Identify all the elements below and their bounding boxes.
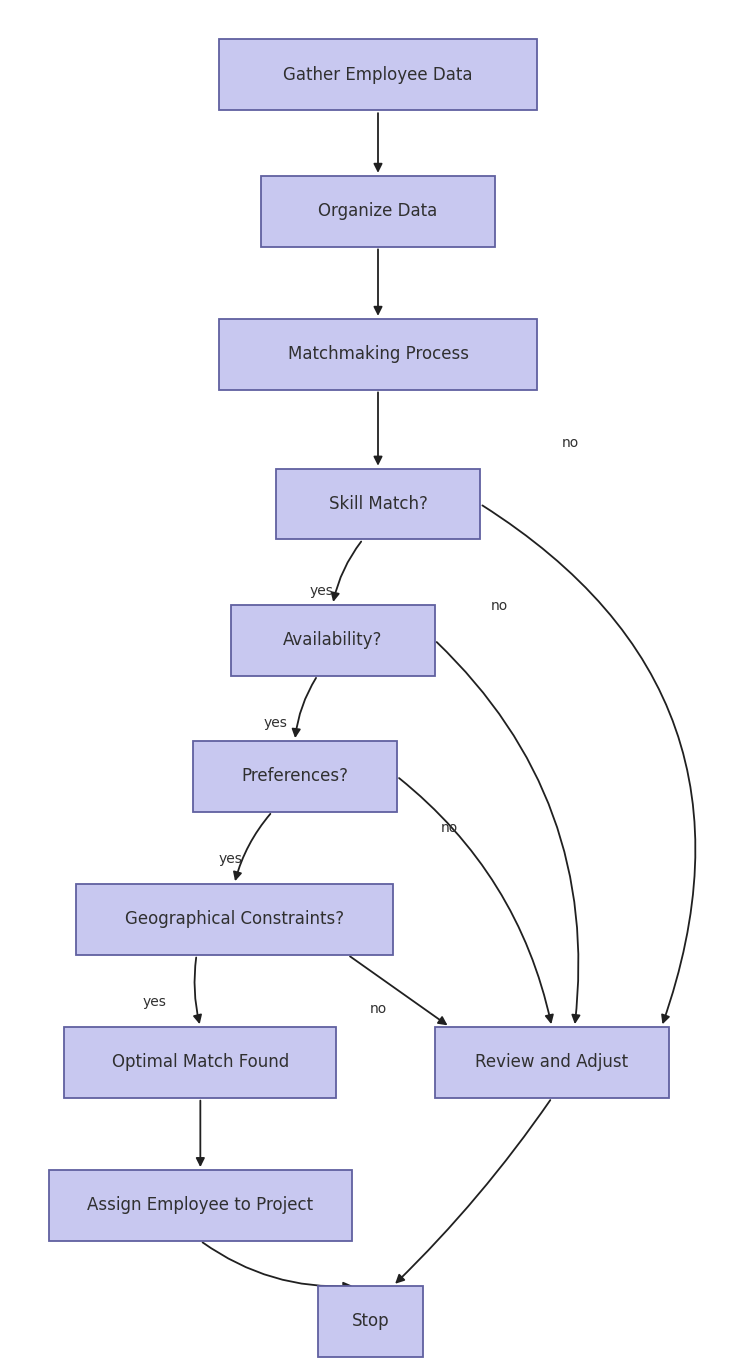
Text: yes: yes: [143, 996, 167, 1009]
FancyBboxPatch shape: [193, 741, 397, 812]
Text: no: no: [370, 1002, 386, 1016]
FancyBboxPatch shape: [261, 176, 495, 247]
Text: Optimal Match Found: Optimal Match Found: [112, 1053, 289, 1072]
FancyBboxPatch shape: [64, 1027, 336, 1098]
Text: Stop: Stop: [352, 1312, 389, 1331]
Text: no: no: [562, 436, 579, 449]
FancyBboxPatch shape: [318, 1286, 423, 1357]
Text: yes: yes: [218, 853, 243, 866]
Text: Review and Adjust: Review and Adjust: [476, 1053, 628, 1072]
Text: Geographical Constraints?: Geographical Constraints?: [125, 910, 344, 929]
Text: Assign Employee to Project: Assign Employee to Project: [87, 1196, 314, 1215]
Text: Availability?: Availability?: [283, 631, 383, 650]
Text: Matchmaking Process: Matchmaking Process: [287, 345, 469, 364]
FancyBboxPatch shape: [435, 1027, 669, 1098]
FancyBboxPatch shape: [49, 1170, 352, 1241]
Text: Gather Employee Data: Gather Employee Data: [284, 65, 472, 84]
Text: no: no: [491, 599, 507, 613]
Text: yes: yes: [264, 716, 288, 730]
FancyBboxPatch shape: [76, 884, 393, 955]
Text: Organize Data: Organize Data: [318, 202, 438, 221]
Text: yes: yes: [309, 584, 333, 598]
Text: Skill Match?: Skill Match?: [329, 494, 427, 513]
Text: no: no: [442, 821, 458, 835]
FancyBboxPatch shape: [276, 469, 480, 539]
Text: Preferences?: Preferences?: [241, 767, 349, 786]
FancyBboxPatch shape: [219, 319, 537, 390]
FancyBboxPatch shape: [219, 39, 537, 110]
FancyBboxPatch shape: [231, 605, 435, 676]
